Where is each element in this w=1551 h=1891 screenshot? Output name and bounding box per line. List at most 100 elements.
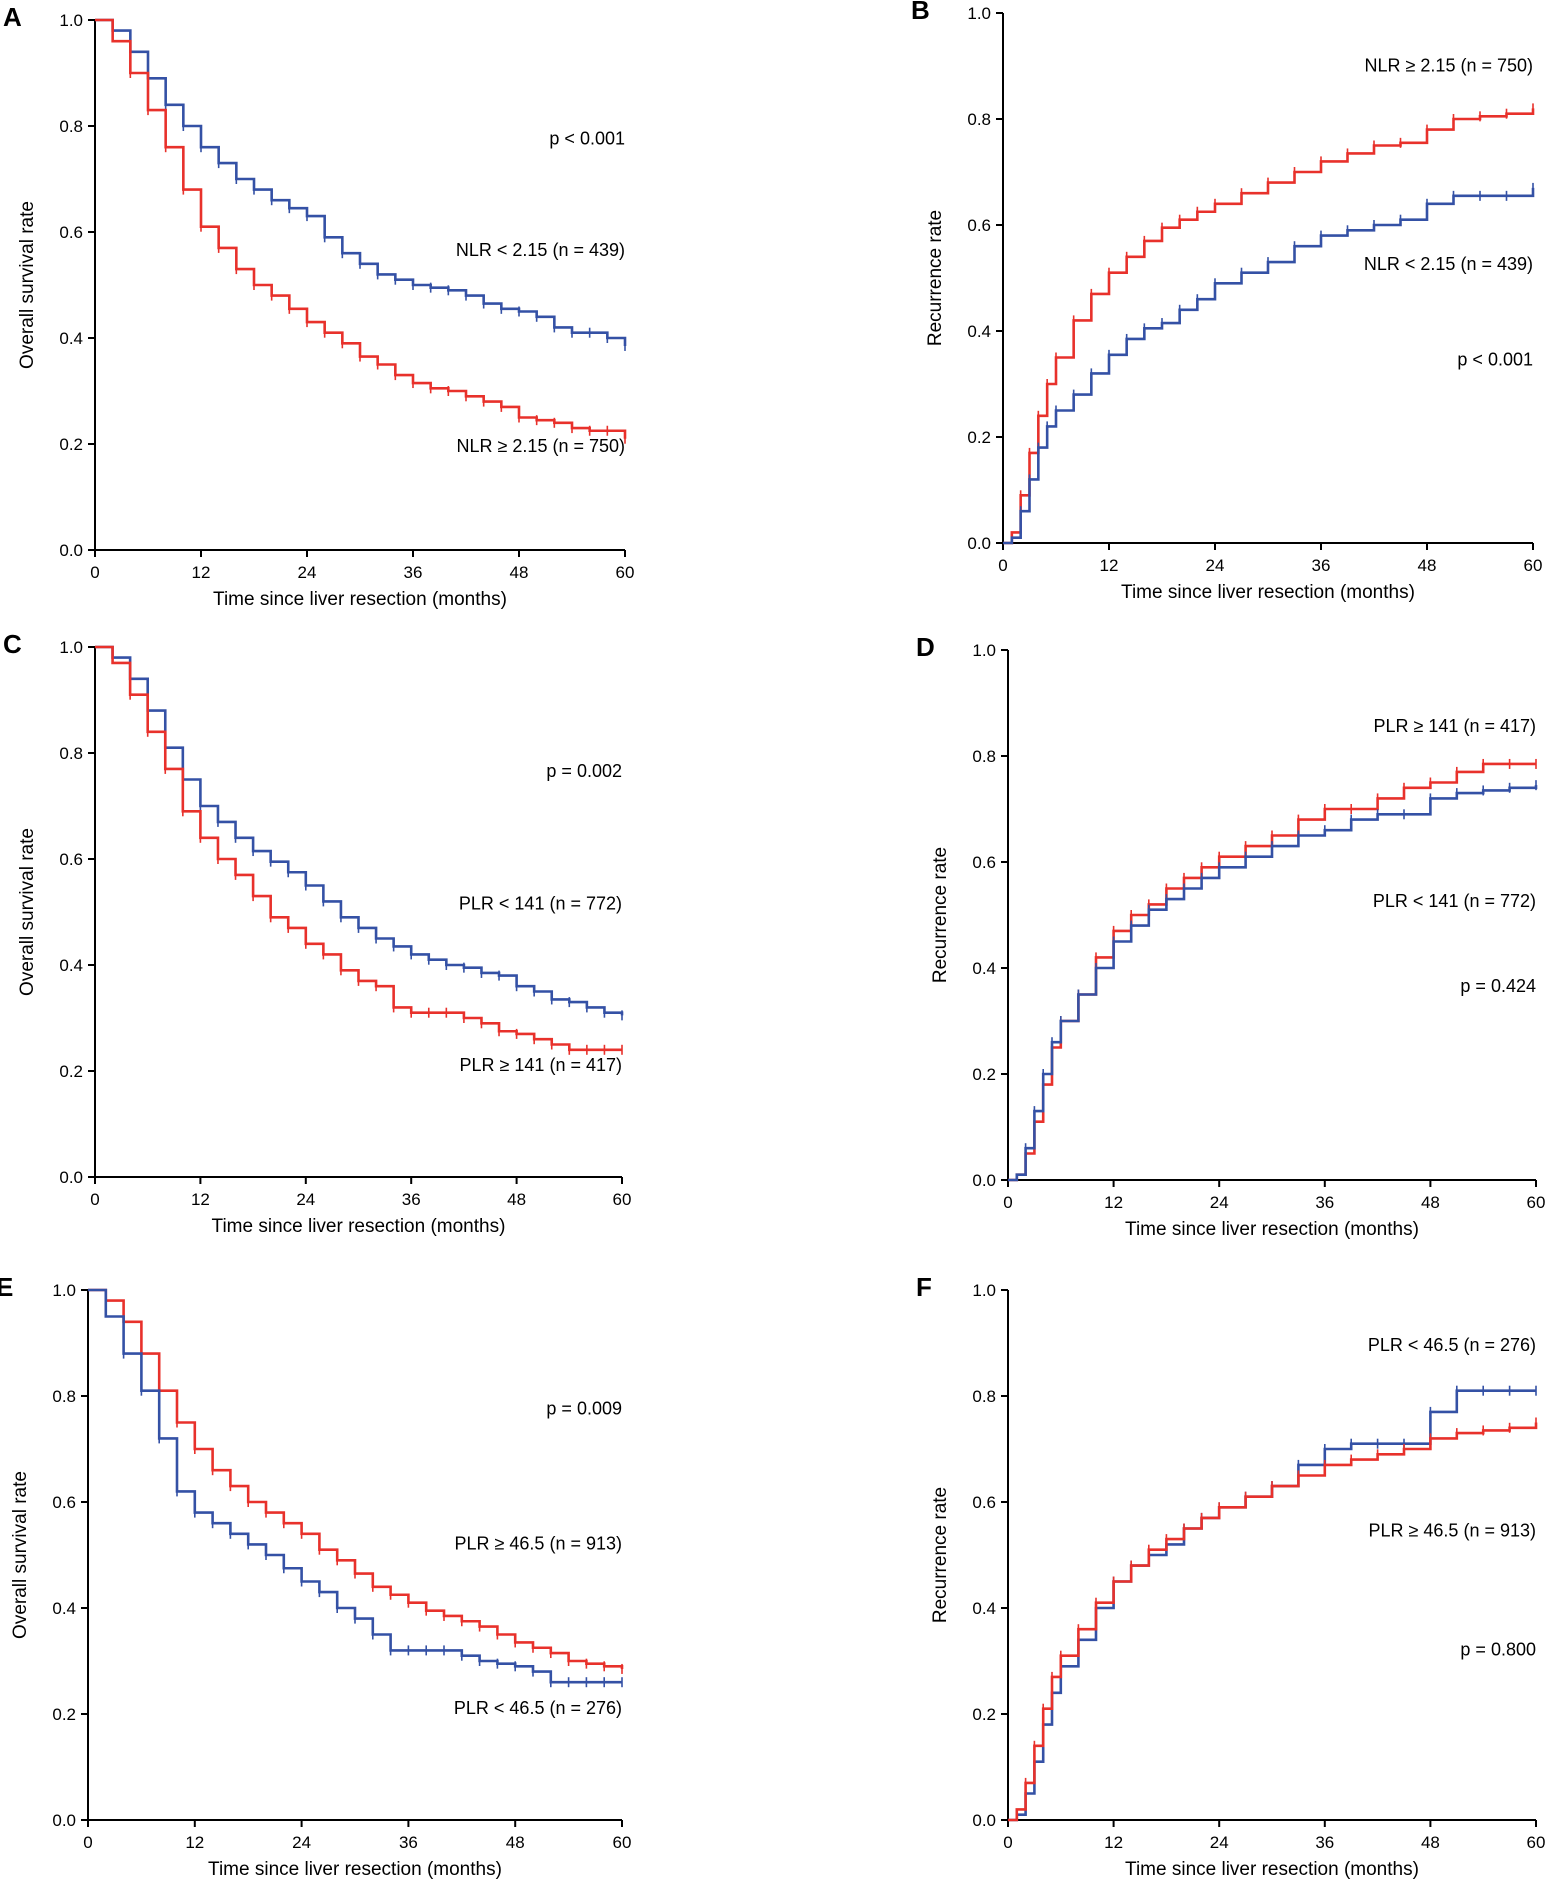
- x-tick-label: 60: [613, 1190, 632, 1209]
- y-tick-label: 0.8: [52, 1387, 76, 1406]
- x-tick-label: 48: [510, 563, 529, 582]
- panel-letter: F: [916, 1272, 932, 1302]
- x-tick-label: 48: [1421, 1833, 1440, 1852]
- panel-a: A 0 12 24 36 48 60 0.0 0.2 0.4 0.6 0.8 1.0 Time since…: [3, 2, 634, 610]
- y-tick-label: 1.0: [59, 638, 83, 657]
- series-label-blue: PLR < 46.5 (n = 276): [1368, 1335, 1536, 1355]
- series-line-blue: [1008, 785, 1538, 1182]
- y-axis-title: Overall survival rate: [17, 828, 38, 996]
- x-tick-label: 60: [1524, 556, 1543, 575]
- x-tick-label: 0: [1003, 1833, 1012, 1852]
- y-tick-label: 0.8: [59, 744, 83, 763]
- panel-b: B 0 12 24 36 48 60 0.0 0.2 0.4 0.6 0.8 1.0 Time since…: [911, 0, 1542, 603]
- y-tick-label: 0.0: [59, 541, 83, 560]
- series-line-red: [95, 645, 622, 1052]
- x-tick-label: 24: [1210, 1833, 1229, 1852]
- panel-letter: C: [3, 629, 22, 659]
- y-tick-label: 0.8: [59, 117, 83, 136]
- y-tick-label: 1.0: [967, 4, 991, 23]
- x-tick-label: 36: [402, 1190, 421, 1209]
- x-tick-label: 60: [616, 563, 635, 582]
- x-axis-title: Time since liver resection (months): [1125, 1859, 1419, 1880]
- y-tick-label: 1.0: [972, 641, 996, 660]
- x-tick-label: 24: [298, 563, 317, 582]
- series-line-blue: [95, 645, 624, 1016]
- panel-letter: A: [3, 2, 22, 32]
- x-axis-title: Time since liver resection (months): [212, 1216, 506, 1237]
- series-label-red: PLR ≥ 46.5 (n = 913): [455, 1534, 622, 1554]
- x-tick-label: 0: [83, 1833, 92, 1852]
- x-tick-label: 36: [1315, 1833, 1334, 1852]
- y-tick-label: 1.0: [59, 11, 83, 30]
- x-tick-label: 48: [1421, 1193, 1440, 1212]
- y-tick-label: 0.6: [972, 1493, 996, 1512]
- series-line-blue: [95, 18, 627, 346]
- series-line-red: [95, 18, 627, 439]
- y-axis-title: Overall survival rate: [17, 201, 38, 369]
- series-label-red: NLR ≥ 2.15 (n = 750): [457, 436, 625, 456]
- x-tick-label: 60: [1527, 1833, 1546, 1852]
- y-tick-label: 0.4: [59, 956, 83, 975]
- y-tick-label: 0.2: [967, 428, 991, 447]
- y-tick-label: 0.4: [52, 1599, 76, 1618]
- x-tick-label: 12: [1104, 1833, 1123, 1852]
- y-tick-label: 0.4: [972, 959, 996, 978]
- p-value-label: p = 0.800: [1460, 1640, 1536, 1660]
- y-tick-label: 0.2: [972, 1065, 996, 1084]
- x-axis-title: Time since liver resection (months): [1121, 582, 1415, 603]
- x-tick-label: 36: [399, 1833, 418, 1852]
- p-value-label: p = 0.424: [1460, 976, 1536, 996]
- series-label-blue: PLR < 46.5 (n = 276): [454, 1698, 622, 1718]
- series-line-red: [1008, 762, 1536, 1182]
- y-tick-label: 0.0: [967, 534, 991, 553]
- x-tick-label: 0: [1003, 1193, 1012, 1212]
- series-line-red: [1008, 1422, 1538, 1822]
- x-axis-title: Time since liver resection (months): [213, 589, 507, 610]
- x-tick-label: 24: [296, 1190, 315, 1209]
- y-axis-title: Recurrence rate: [930, 847, 951, 983]
- y-tick-label: 0.0: [972, 1171, 996, 1190]
- series-label-blue: NLR < 2.15 (n = 439): [1364, 254, 1533, 274]
- p-value-label: p < 0.001: [549, 129, 625, 149]
- x-axis-title: Time since liver resection (months): [1125, 1219, 1419, 1240]
- x-tick-label: 0: [998, 556, 1007, 575]
- y-tick-label: 0.8: [972, 1387, 996, 1406]
- x-tick-label: 12: [185, 1833, 204, 1852]
- series-label-red: NLR ≥ 2.15 (n = 750): [1365, 55, 1533, 75]
- x-tick-label: 36: [1312, 556, 1331, 575]
- series-label-red: PLR ≥ 141 (n = 417): [460, 1055, 622, 1075]
- x-tick-label: 36: [404, 563, 423, 582]
- panel-d: D 0 12 24 36 48 60 0.0 0.2 0.4 0.6 0.8 1.0 Time since…: [916, 632, 1545, 1240]
- x-tick-label: 0: [90, 563, 99, 582]
- p-value-label: p = 0.002: [546, 761, 622, 781]
- x-tick-label: 48: [506, 1833, 525, 1852]
- y-tick-label: 0.2: [59, 1062, 83, 1081]
- y-tick-label: 0.0: [59, 1168, 83, 1187]
- y-tick-label: 1.0: [972, 1281, 996, 1300]
- x-tick-label: 12: [192, 563, 211, 582]
- y-tick-label: 0.6: [59, 223, 83, 242]
- y-tick-label: 1.0: [52, 1281, 76, 1300]
- panel-f: F 0 12 24 36 48 60 0.0 0.2 0.4 0.6 0.8 1.0 Time since…: [916, 1272, 1545, 1880]
- x-tick-label: 24: [292, 1833, 311, 1852]
- y-tick-label: 0.2: [52, 1705, 76, 1724]
- panel-letter: E: [0, 1272, 13, 1302]
- y-tick-label: 0.8: [972, 747, 996, 766]
- series-line-blue: [1008, 1389, 1536, 1822]
- y-tick-label: 0.2: [59, 435, 83, 454]
- x-tick-label: 24: [1210, 1193, 1229, 1212]
- x-tick-label: 12: [1100, 556, 1119, 575]
- x-tick-label: 60: [1527, 1193, 1546, 1212]
- y-tick-label: 0.0: [52, 1811, 76, 1830]
- y-tick-label: 0.0: [972, 1811, 996, 1830]
- panel-e: E 0 12 24 36 48 60 0.0 0.2 0.4 0.6 0.8 1.0 Time since…: [0, 1272, 631, 1880]
- y-tick-label: 0.4: [59, 329, 83, 348]
- y-tick-label: 0.8: [967, 110, 991, 129]
- series-label-red: PLR ≥ 141 (n = 417): [1374, 716, 1536, 736]
- series-label-red: PLR ≥ 46.5 (n = 913): [1369, 1520, 1536, 1540]
- series-label-blue: PLR < 141 (n = 772): [459, 893, 622, 913]
- y-tick-label: 0.2: [972, 1705, 996, 1724]
- x-tick-label: 12: [1104, 1193, 1123, 1212]
- series-line-red: [1003, 108, 1535, 545]
